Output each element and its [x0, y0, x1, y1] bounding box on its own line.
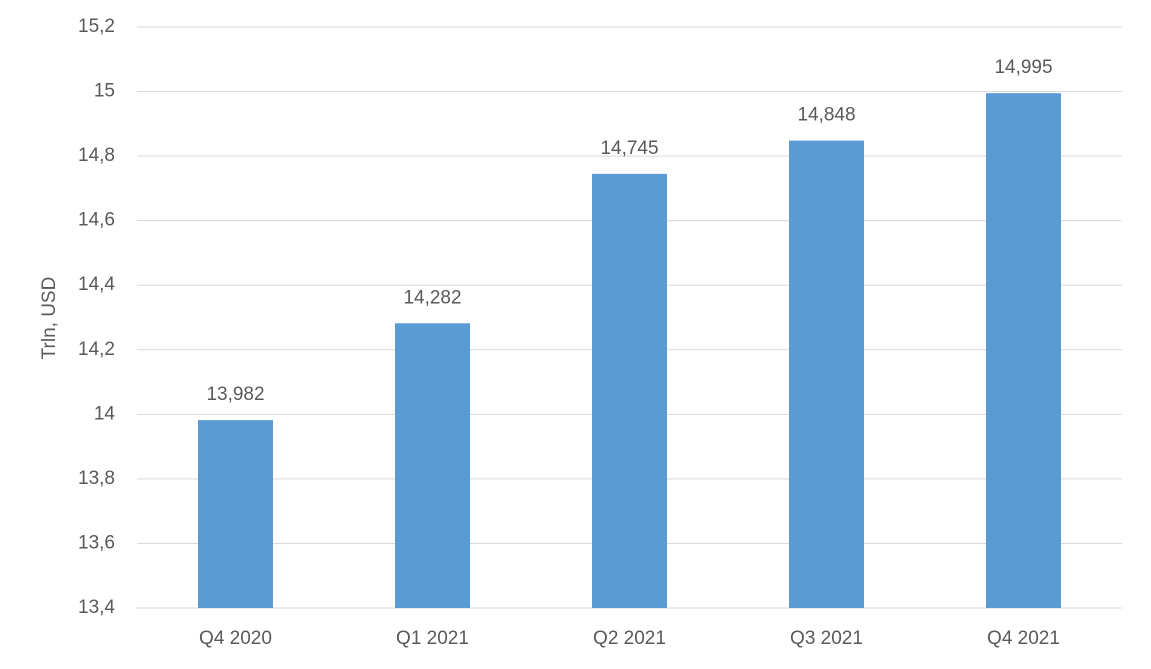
x-tick-label: Q2 2021 [593, 628, 666, 649]
bar [395, 323, 470, 608]
y-tick-label: 13,8 [78, 468, 115, 489]
y-tick-label: 14,8 [78, 145, 115, 166]
y-tick-label: 13,4 [78, 597, 115, 618]
x-tick-label: Q4 2020 [199, 628, 272, 649]
y-tick-label: 15,2 [78, 16, 115, 37]
bar [198, 420, 273, 608]
y-tick-label: 14 [94, 403, 116, 424]
value-label: 14,848 [797, 105, 855, 126]
y-tick-label: 14,4 [78, 274, 115, 295]
y-tick-label: 13,6 [78, 532, 115, 553]
y-tick-label: 15 [94, 81, 115, 102]
y-tick-label: 14,6 [78, 210, 115, 231]
bar [592, 173, 667, 608]
value-label: 14,745 [600, 138, 658, 159]
value-label: 13,982 [206, 384, 264, 405]
y-tick-label: 14,2 [78, 339, 115, 360]
value-label: 14,282 [403, 287, 461, 308]
bar [789, 140, 864, 608]
y-axis-label: Trln, USD [39, 277, 60, 360]
bar [986, 93, 1061, 609]
x-tick-label: Q1 2021 [396, 628, 469, 649]
value-label: 14,995 [994, 57, 1052, 78]
x-tick-label: Q4 2021 [987, 628, 1060, 649]
x-tick-label: Q3 2021 [790, 628, 863, 649]
